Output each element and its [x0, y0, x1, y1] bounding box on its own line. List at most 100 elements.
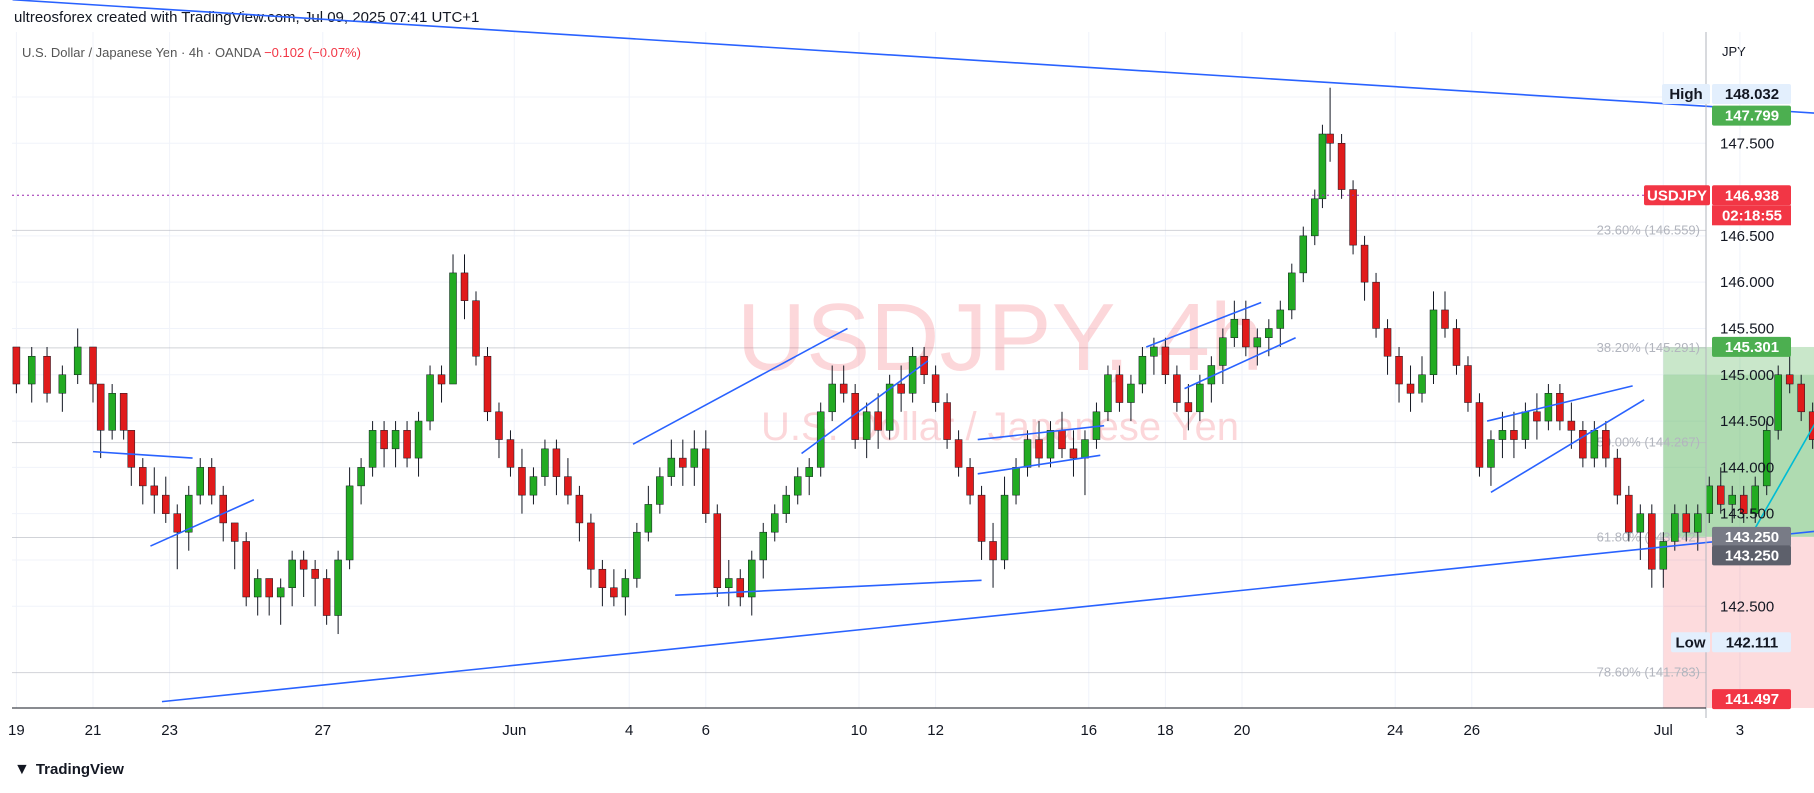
- candle-body: [529, 476, 538, 496]
- candle-body: [1161, 346, 1170, 376]
- candle-body: [265, 578, 273, 598]
- candle-body: [1104, 374, 1112, 413]
- x-tick-label: 16: [1080, 722, 1097, 739]
- candle-body: [1311, 198, 1319, 237]
- candle-body: [1487, 439, 1495, 468]
- fib-label: 50.00% (144.267): [1597, 435, 1700, 450]
- y-tick-label: 142.500: [1720, 598, 1774, 615]
- price-tag-box: [1712, 545, 1791, 566]
- candle-body: [1265, 328, 1273, 338]
- price-tag-box: [1712, 185, 1791, 206]
- candle-body: [943, 402, 951, 440]
- candle-body: [73, 346, 82, 376]
- candle-body: [1705, 485, 1714, 514]
- brand-label: TradingView: [35, 761, 124, 778]
- candle-body: [207, 467, 216, 496]
- price-tag-box: [1712, 336, 1791, 357]
- candle-body: [644, 504, 653, 533]
- position-zones: [1663, 346, 1814, 708]
- x-tick-label: 4: [625, 722, 633, 739]
- candle-body: [587, 522, 595, 570]
- candle-body: [736, 578, 745, 598]
- candle-body: [1429, 309, 1438, 376]
- candle-body: [656, 476, 664, 505]
- candle-body: [108, 393, 116, 431]
- candle-body: [1602, 430, 1610, 459]
- candle-body: [862, 411, 871, 440]
- price-tag-name: High: [1669, 86, 1702, 103]
- candle-body: [575, 494, 584, 524]
- countdown-label: 02:18:55: [1722, 207, 1782, 224]
- fib-label: 38.20% (145.291): [1597, 340, 1700, 355]
- candle-body: [667, 457, 676, 477]
- candle-body: [242, 541, 250, 598]
- x-tick-label: 3: [1736, 722, 1744, 739]
- price-tag-name-box: [1671, 632, 1710, 653]
- candle-body: [426, 374, 434, 422]
- candle-body: [805, 467, 813, 477]
- tradingview-brand[interactable]: ▼ TradingView: [14, 761, 124, 779]
- candle-body: [966, 467, 974, 496]
- candle-body: [311, 568, 319, 579]
- candle-body: [1567, 420, 1576, 431]
- candle-body: [1219, 337, 1227, 366]
- price-tag-name-box: [1662, 84, 1710, 104]
- y-tick-label: 145.000: [1720, 367, 1774, 384]
- x-axis-ticks: 19212327Jun4610121618202426Jul379111517: [8, 722, 1744, 739]
- trendline: [632, 327, 848, 445]
- x-tick-label: 24: [1387, 722, 1404, 739]
- price-tag-value: 141.497: [1725, 691, 1779, 708]
- candle-body: [460, 272, 469, 301]
- price-change: −0.102 (−0.07%): [264, 45, 361, 60]
- candle-body: [679, 457, 687, 468]
- trendline: [161, 530, 1814, 703]
- x-tick-label: 21: [85, 722, 102, 739]
- y-tick-label: 144.500: [1720, 413, 1774, 430]
- candle-body: [621, 578, 630, 598]
- x-tick-label: 6: [702, 722, 710, 739]
- y-tick-label: 146.000: [1720, 274, 1774, 291]
- trendline: [1486, 385, 1633, 422]
- candle-body: [1613, 457, 1622, 496]
- price-tag-name: USDJPY: [1647, 187, 1707, 204]
- candle-body: [58, 374, 67, 394]
- candle-body: [885, 383, 894, 431]
- x-tick-label: 23: [161, 722, 178, 739]
- candle-body: [150, 485, 159, 496]
- candle-body: [1579, 430, 1587, 459]
- candle-body: [414, 420, 423, 459]
- candle-body: [495, 411, 503, 440]
- axes: [12, 32, 1707, 718]
- candle-body: [1418, 374, 1426, 394]
- watermark-name: U.S. Dollar / Japanese Yen: [761, 405, 1239, 449]
- price-tag-box: [1712, 689, 1791, 710]
- y-tick-label: 143.500: [1720, 506, 1774, 523]
- candle-body: [196, 467, 204, 496]
- candle-body: [897, 383, 905, 394]
- candle-body: [1184, 402, 1193, 413]
- x-tick-label: Jul: [1654, 722, 1673, 739]
- candle-body: [162, 494, 170, 514]
- candle-body: [1349, 189, 1357, 246]
- y-tick-label: 144.000: [1720, 459, 1774, 476]
- symbol-legend[interactable]: U.S. Dollar / Japanese Yen · 4h · OANDA …: [22, 45, 361, 60]
- candle-body: [276, 587, 285, 598]
- candle-body: [1441, 309, 1449, 329]
- trendline: [1184, 336, 1296, 390]
- x-tick-label: Jun: [502, 722, 526, 739]
- x-tick-label: 12: [927, 722, 944, 739]
- candle-body: [793, 476, 802, 496]
- watermark-symbol: USDJPY, 4h: [737, 284, 1264, 391]
- candle-body: [1253, 337, 1262, 348]
- candle-body: [1127, 383, 1135, 403]
- price-tag-value: 142.111: [1726, 634, 1779, 651]
- candle-body: [1590, 430, 1599, 459]
- price-tag-value: 148.032: [1725, 86, 1779, 103]
- x-tick-label: 26: [1463, 722, 1480, 739]
- candle-body: [1081, 439, 1089, 459]
- candle-body: [1728, 494, 1736, 505]
- candle-body: [1406, 383, 1415, 394]
- candle-body: [1625, 494, 1633, 533]
- candle-body: [1774, 374, 1782, 431]
